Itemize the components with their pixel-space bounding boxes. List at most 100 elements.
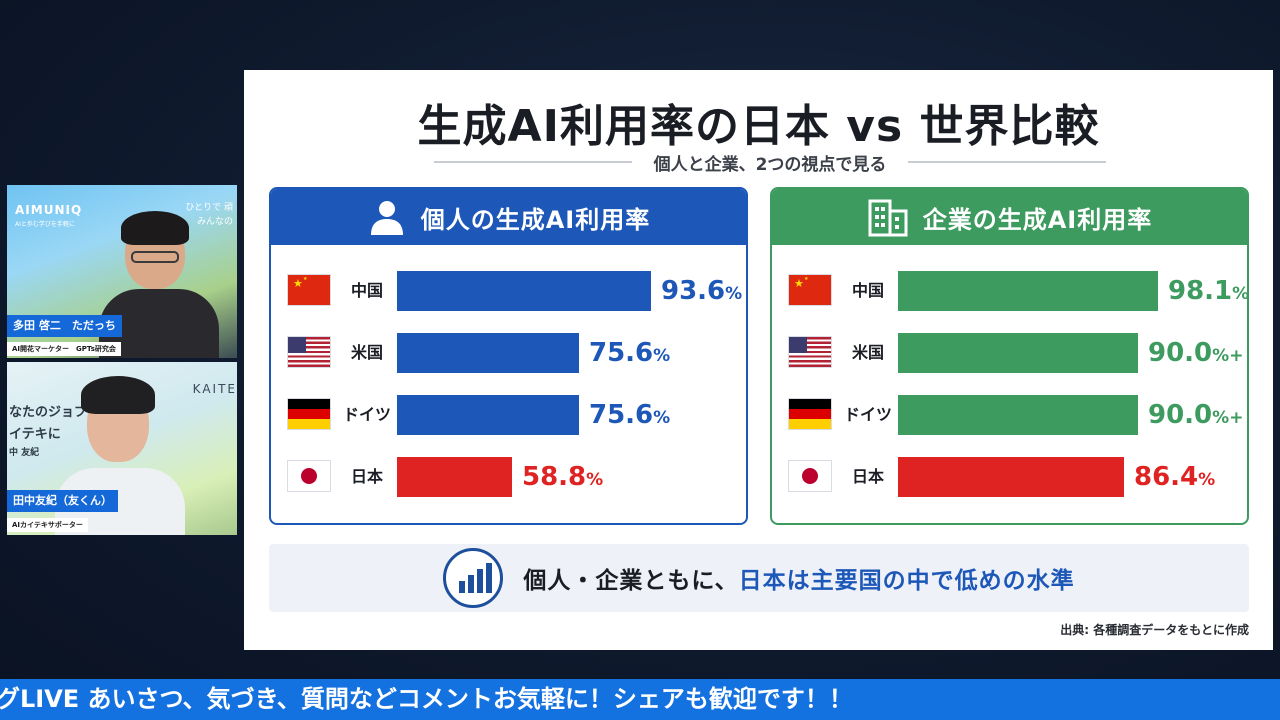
bar-value: 86.4: [1134, 462, 1199, 492]
corporate-panel-header: 企業の生成AI利用率: [772, 189, 1247, 245]
japan-flag-icon: [789, 461, 831, 491]
participant-1-hair: [121, 211, 189, 245]
bar-value-label: 86.4%: [1134, 457, 1215, 500]
subtitle-divider-right: [908, 161, 1107, 163]
participant-2-hair: [81, 376, 155, 414]
bar-row: ★ ★ 中国 98.1%: [772, 271, 1247, 311]
glasses-icon: [131, 251, 179, 263]
country-label: 米国: [350, 343, 383, 362]
bar-unit: %: [1198, 470, 1216, 490]
participant-2-bg-text-2: イテキに: [9, 427, 61, 442]
bar: [898, 271, 1158, 311]
bar: [397, 333, 579, 373]
participant-1-role-tag: AI開花マーケター GPTs研究会: [7, 342, 121, 356]
participant-2-background-text: なたのジョブ イテキに 中 友紀: [9, 402, 87, 460]
participant-2-bg-text-1: なたのジョブ: [9, 405, 88, 420]
participant-1-side-text-1: ひとりで 頑: [185, 203, 233, 213]
participant-1-side-text-2: みんなの: [196, 217, 233, 227]
source-note: 出典: 各種調査データをもとに作成: [1060, 623, 1249, 637]
germany-flag-icon: [288, 399, 330, 429]
bar-row: 日本 86.4%: [772, 457, 1247, 497]
bar-value: 58.8: [522, 462, 587, 492]
country-label: 日本: [851, 467, 884, 486]
country-label: ドイツ: [342, 405, 391, 424]
slide-subtitle: 個人と企業、2つの視点で見る: [653, 154, 887, 175]
summary-accent: 日本は主要国の中で低めの水準: [738, 568, 1075, 594]
bar-row: ドイツ 90.0%+: [772, 395, 1247, 435]
bar-track: 98.1%: [898, 271, 1247, 311]
bar-value: 75.6: [589, 338, 654, 368]
bar-unit: %: [1232, 284, 1249, 304]
bar-track: 93.6%: [397, 271, 742, 311]
summary-text: 個人・企業ともに、日本は主要国の中で低めの水準: [523, 561, 1074, 595]
participant-2-role-tag: AIカイテキサポーター: [7, 518, 88, 532]
slide-title: 生成AI利用率の日本 vs 世界比較: [417, 101, 1100, 152]
participant-video-2[interactable]: KAITE なたのジョブ イテキに 中 友紀 田中友紀（友くん） AIカイテキサ…: [7, 362, 237, 535]
china-flag-icon: ★ ★: [789, 275, 831, 305]
participant-1-background-text: ひとりで 頑 みんなの: [185, 201, 233, 229]
summary-prefix: 個人・企業ともに、: [523, 568, 739, 594]
bar-track: 75.6%: [397, 395, 737, 435]
participant-2-side-text: KAITE: [192, 382, 237, 396]
bar-track: 75.6%: [397, 333, 737, 373]
individual-panel-title: 個人の生成AI利用率: [420, 205, 651, 234]
bar-track: 90.0%+: [898, 333, 1243, 373]
person-icon: [370, 201, 403, 235]
country-label: ドイツ: [843, 405, 892, 424]
bar-row: 米国 90.0%+: [772, 333, 1247, 373]
country-label: 中国: [851, 281, 884, 300]
country-label: 日本: [350, 467, 383, 486]
germany-flag-icon: [789, 399, 831, 429]
bar: [898, 333, 1138, 373]
bar-unit: %: [725, 284, 743, 304]
shared-slide: 生成AI利用率の日本 vs 世界比較 個人と企業、2つの視点で見る 個人の生成A…: [244, 70, 1273, 650]
bar-value-label: 75.6%: [589, 333, 670, 376]
bar-unit: %+: [1212, 408, 1244, 428]
bar-row: 米国 75.6%: [271, 333, 746, 373]
bar: [898, 395, 1138, 435]
bar-value: 75.6: [589, 400, 654, 430]
usa-flag-icon: [288, 337, 330, 367]
participant-1-brand: AIMUNIQ: [15, 203, 83, 217]
bar-track: 58.8%: [397, 457, 737, 497]
ticker-text: グLIVE あいさつ、気づき、質問などコメントお気軽に！シェアも歓迎です！！: [0, 685, 853, 713]
corporate-panel-title: 企業の生成AI利用率: [922, 205, 1153, 234]
participant-2-bg-text-3: 中 友紀: [9, 448, 40, 458]
country-label: 中国: [350, 281, 383, 300]
bar-value-label: 75.6%: [589, 395, 670, 438]
country-label: 米国: [851, 343, 884, 362]
japan-flag-icon: [288, 461, 330, 491]
individual-usage-panel: 個人の生成AI利用率 ★ ★ 中国 93.6% 米国 75.6% ドイツ 75.6% 日本 58.…: [269, 187, 748, 525]
bar-track: 90.0%+: [898, 395, 1243, 435]
china-flag-icon: ★ ★: [288, 275, 330, 305]
bar-track: 86.4%: [898, 457, 1238, 497]
bar: [898, 457, 1124, 497]
bar-value: 90.0: [1148, 338, 1213, 368]
summary-banner: 個人・企業ともに、日本は主要国の中で低めの水準: [269, 544, 1249, 612]
bar-value-label: 98.1%: [1168, 271, 1249, 314]
bar-unit: %+: [1212, 346, 1244, 366]
comment-ticker: グLIVE あいさつ、気づき、質問などコメントお気軽に！シェアも歓迎です！！: [0, 679, 1280, 720]
corporate-usage-panel: 企業の生成AI利用率 ★ ★ 中国 98.1% 米国 90.0%+ ドイツ 90.0%+ 日本 8…: [770, 187, 1249, 525]
bar-unit: %: [586, 470, 604, 490]
bar: [397, 395, 579, 435]
bar-row: ドイツ 75.6%: [271, 395, 746, 435]
usa-flag-icon: [789, 337, 831, 367]
bar-value-label: 90.0%+: [1148, 395, 1243, 438]
bar-value: 98.1: [1168, 276, 1233, 306]
bar-chart-glyph: [459, 563, 493, 593]
bar-chart-icon: [443, 548, 504, 608]
participant-2-name-tag: 田中友紀（友くん）: [7, 490, 118, 512]
bar-unit: %: [653, 408, 671, 428]
bar: [397, 457, 512, 497]
participant-video-1[interactable]: AIMUNIQ AIと歩む学びを手軽に ひとりで 頑 みんなの 多田 啓二 ただ…: [7, 185, 237, 358]
bar-value: 90.0: [1148, 400, 1213, 430]
bar-value-label: 58.8%: [522, 457, 603, 500]
bar: [397, 271, 651, 311]
slide-subtitle-row: 個人と企業、2つの視点で見る: [434, 150, 1107, 175]
participant-1-name-tag: 多田 啓二 ただっち: [7, 315, 122, 337]
bar-unit: %: [653, 346, 671, 366]
bar-row: ★ ★ 中国 93.6%: [271, 271, 746, 311]
participant-1-brand-sub: AIと歩む学びを手軽に: [15, 221, 75, 228]
bar-row: 日本 58.8%: [271, 457, 746, 497]
